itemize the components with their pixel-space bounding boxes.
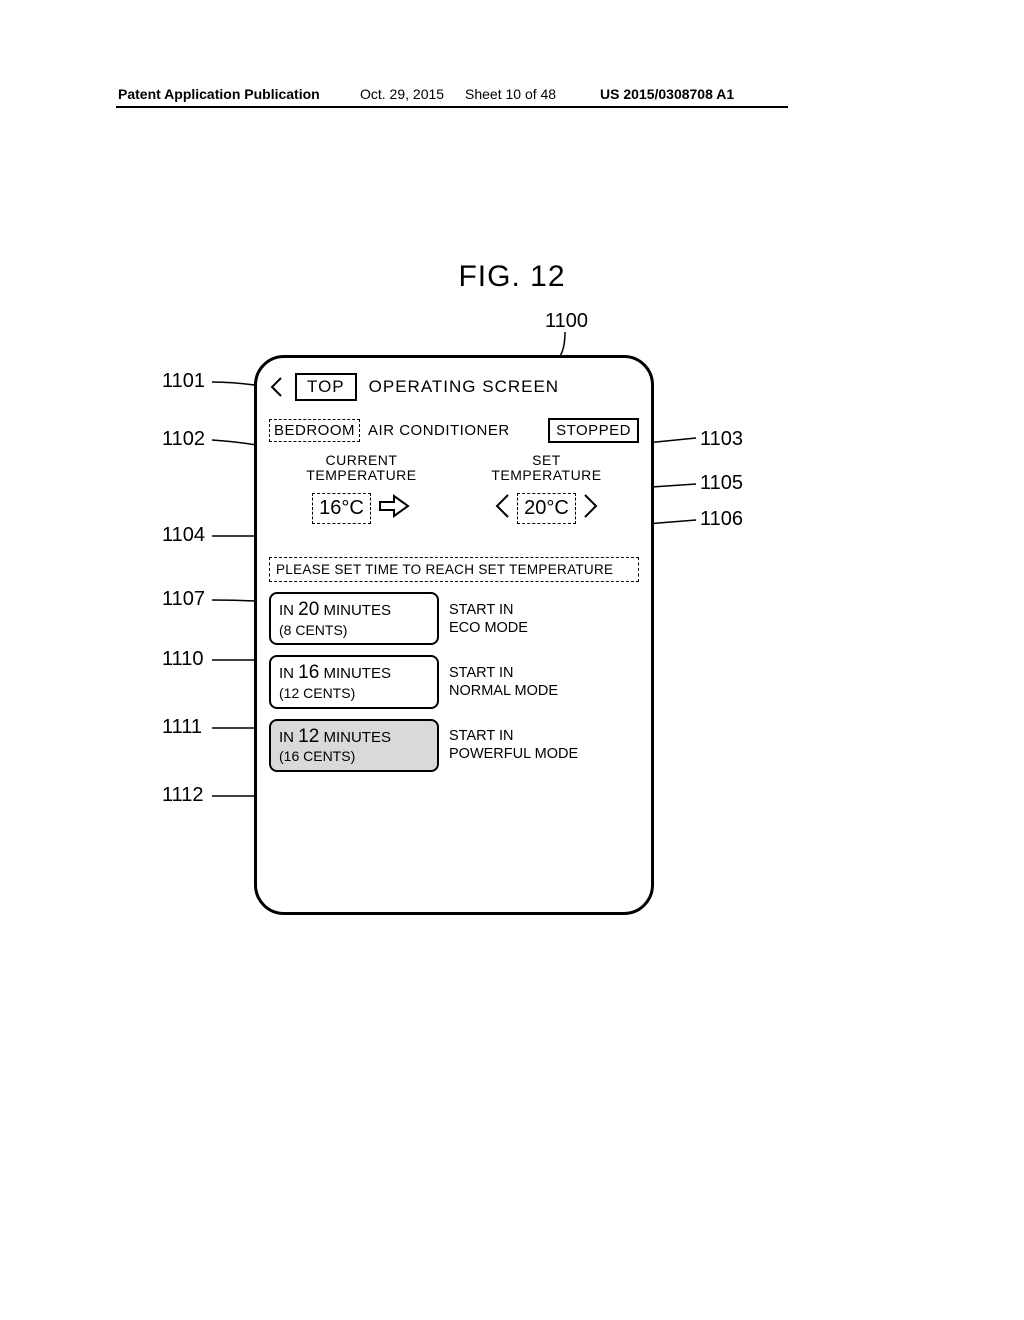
room-name: BEDROOM — [269, 419, 360, 442]
mode-options-list: IN 20 MINUTES (8 CENTS) START IN ECO MOD… — [269, 592, 639, 772]
chevron-right-icon[interactable] — [582, 492, 600, 525]
mode-description: START IN NORMAL MODE — [449, 655, 558, 708]
mode-card: IN 16 MINUTES (12 CENTS) — [269, 655, 439, 708]
chevron-left-icon[interactable] — [493, 492, 511, 525]
set-temp-value: 20°C — [517, 493, 576, 524]
arrow-right-icon — [377, 492, 411, 525]
set-temperature-column: SET TEMPERATURE 20°C — [454, 453, 639, 549]
mode-description: START IN ECO MODE — [449, 592, 528, 645]
mode-option-eco[interactable]: IN 20 MINUTES (8 CENTS) START IN ECO MOD… — [269, 592, 639, 645]
top-bar: TOP OPERATING SCREEN — [269, 361, 639, 413]
mode-description: START IN POWERFUL MODE — [449, 719, 578, 772]
current-temperature-column: CURRENT TEMPERATURE 16°C — [269, 453, 454, 549]
device-screen: TOP OPERATING SCREEN BEDROOM AIR CONDITI… — [269, 361, 639, 909]
set-temp-label: SET TEMPERATURE — [491, 453, 601, 484]
status-badge: STOPPED — [548, 418, 639, 443]
device-frame: TOP OPERATING SCREEN BEDROOM AIR CONDITI… — [254, 355, 654, 915]
temperature-row: CURRENT TEMPERATURE 16°C SET TEMPERATURE… — [269, 453, 639, 549]
mode-card: IN 20 MINUTES (8 CENTS) — [269, 592, 439, 645]
screen-title: OPERATING SCREEN — [369, 377, 559, 397]
appliance-name: AIR CONDITIONER — [368, 422, 510, 439]
current-temp-value: 16°C — [312, 493, 371, 524]
top-button[interactable]: TOP — [295, 373, 357, 401]
mode-card: IN 12 MINUTES (16 CENTS) — [269, 719, 439, 772]
instruction-text: PLEASE SET TIME TO REACH SET TEMPERATURE — [269, 557, 639, 582]
mode-option-powerful[interactable]: IN 12 MINUTES (16 CENTS) START IN POWERF… — [269, 719, 639, 772]
back-chevron-icon[interactable] — [269, 376, 283, 398]
current-temp-label: CURRENT TEMPERATURE — [306, 453, 416, 484]
mode-option-normal[interactable]: IN 16 MINUTES (12 CENTS) START IN NORMAL… — [269, 655, 639, 708]
device-info-row: BEDROOM AIR CONDITIONER STOPPED — [269, 413, 639, 447]
